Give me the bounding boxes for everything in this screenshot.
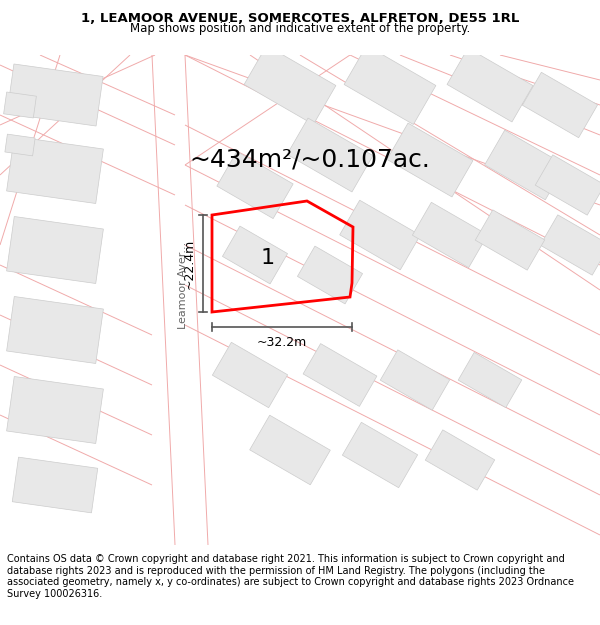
Polygon shape xyxy=(298,246,362,304)
Polygon shape xyxy=(523,72,598,138)
Polygon shape xyxy=(223,226,287,284)
Text: 1, LEAMOOR AVENUE, SOMERCOTES, ALFRETON, DE55 1RL: 1, LEAMOOR AVENUE, SOMERCOTES, ALFRETON,… xyxy=(81,12,519,25)
Polygon shape xyxy=(475,210,545,270)
Polygon shape xyxy=(425,430,495,490)
Text: Contains OS data © Crown copyright and database right 2021. This information is : Contains OS data © Crown copyright and d… xyxy=(7,554,574,599)
Polygon shape xyxy=(380,350,450,410)
Text: ~32.2m: ~32.2m xyxy=(257,336,307,349)
Polygon shape xyxy=(5,134,35,156)
Polygon shape xyxy=(250,415,331,485)
Polygon shape xyxy=(217,151,293,219)
Polygon shape xyxy=(387,123,473,197)
Polygon shape xyxy=(7,64,103,126)
Polygon shape xyxy=(458,352,522,408)
Polygon shape xyxy=(343,422,418,488)
Polygon shape xyxy=(7,376,103,444)
Polygon shape xyxy=(7,136,103,204)
Polygon shape xyxy=(535,155,600,215)
Polygon shape xyxy=(340,200,421,270)
Text: ~22.4m: ~22.4m xyxy=(182,238,196,289)
Text: Map shows position and indicative extent of the property.: Map shows position and indicative extent… xyxy=(130,22,470,35)
Polygon shape xyxy=(7,216,103,284)
Polygon shape xyxy=(287,118,373,192)
Polygon shape xyxy=(412,202,488,268)
Polygon shape xyxy=(12,457,98,513)
Polygon shape xyxy=(447,48,533,122)
Text: Leamoor Aver...: Leamoor Aver... xyxy=(178,241,188,329)
Polygon shape xyxy=(212,342,287,408)
Polygon shape xyxy=(7,296,103,364)
Polygon shape xyxy=(540,215,600,275)
Polygon shape xyxy=(4,92,37,118)
Polygon shape xyxy=(485,130,565,200)
Polygon shape xyxy=(344,46,436,124)
Polygon shape xyxy=(303,344,377,406)
Text: ~434m²/~0.107ac.: ~434m²/~0.107ac. xyxy=(190,148,430,172)
Polygon shape xyxy=(244,46,336,124)
Text: 1: 1 xyxy=(261,248,275,268)
